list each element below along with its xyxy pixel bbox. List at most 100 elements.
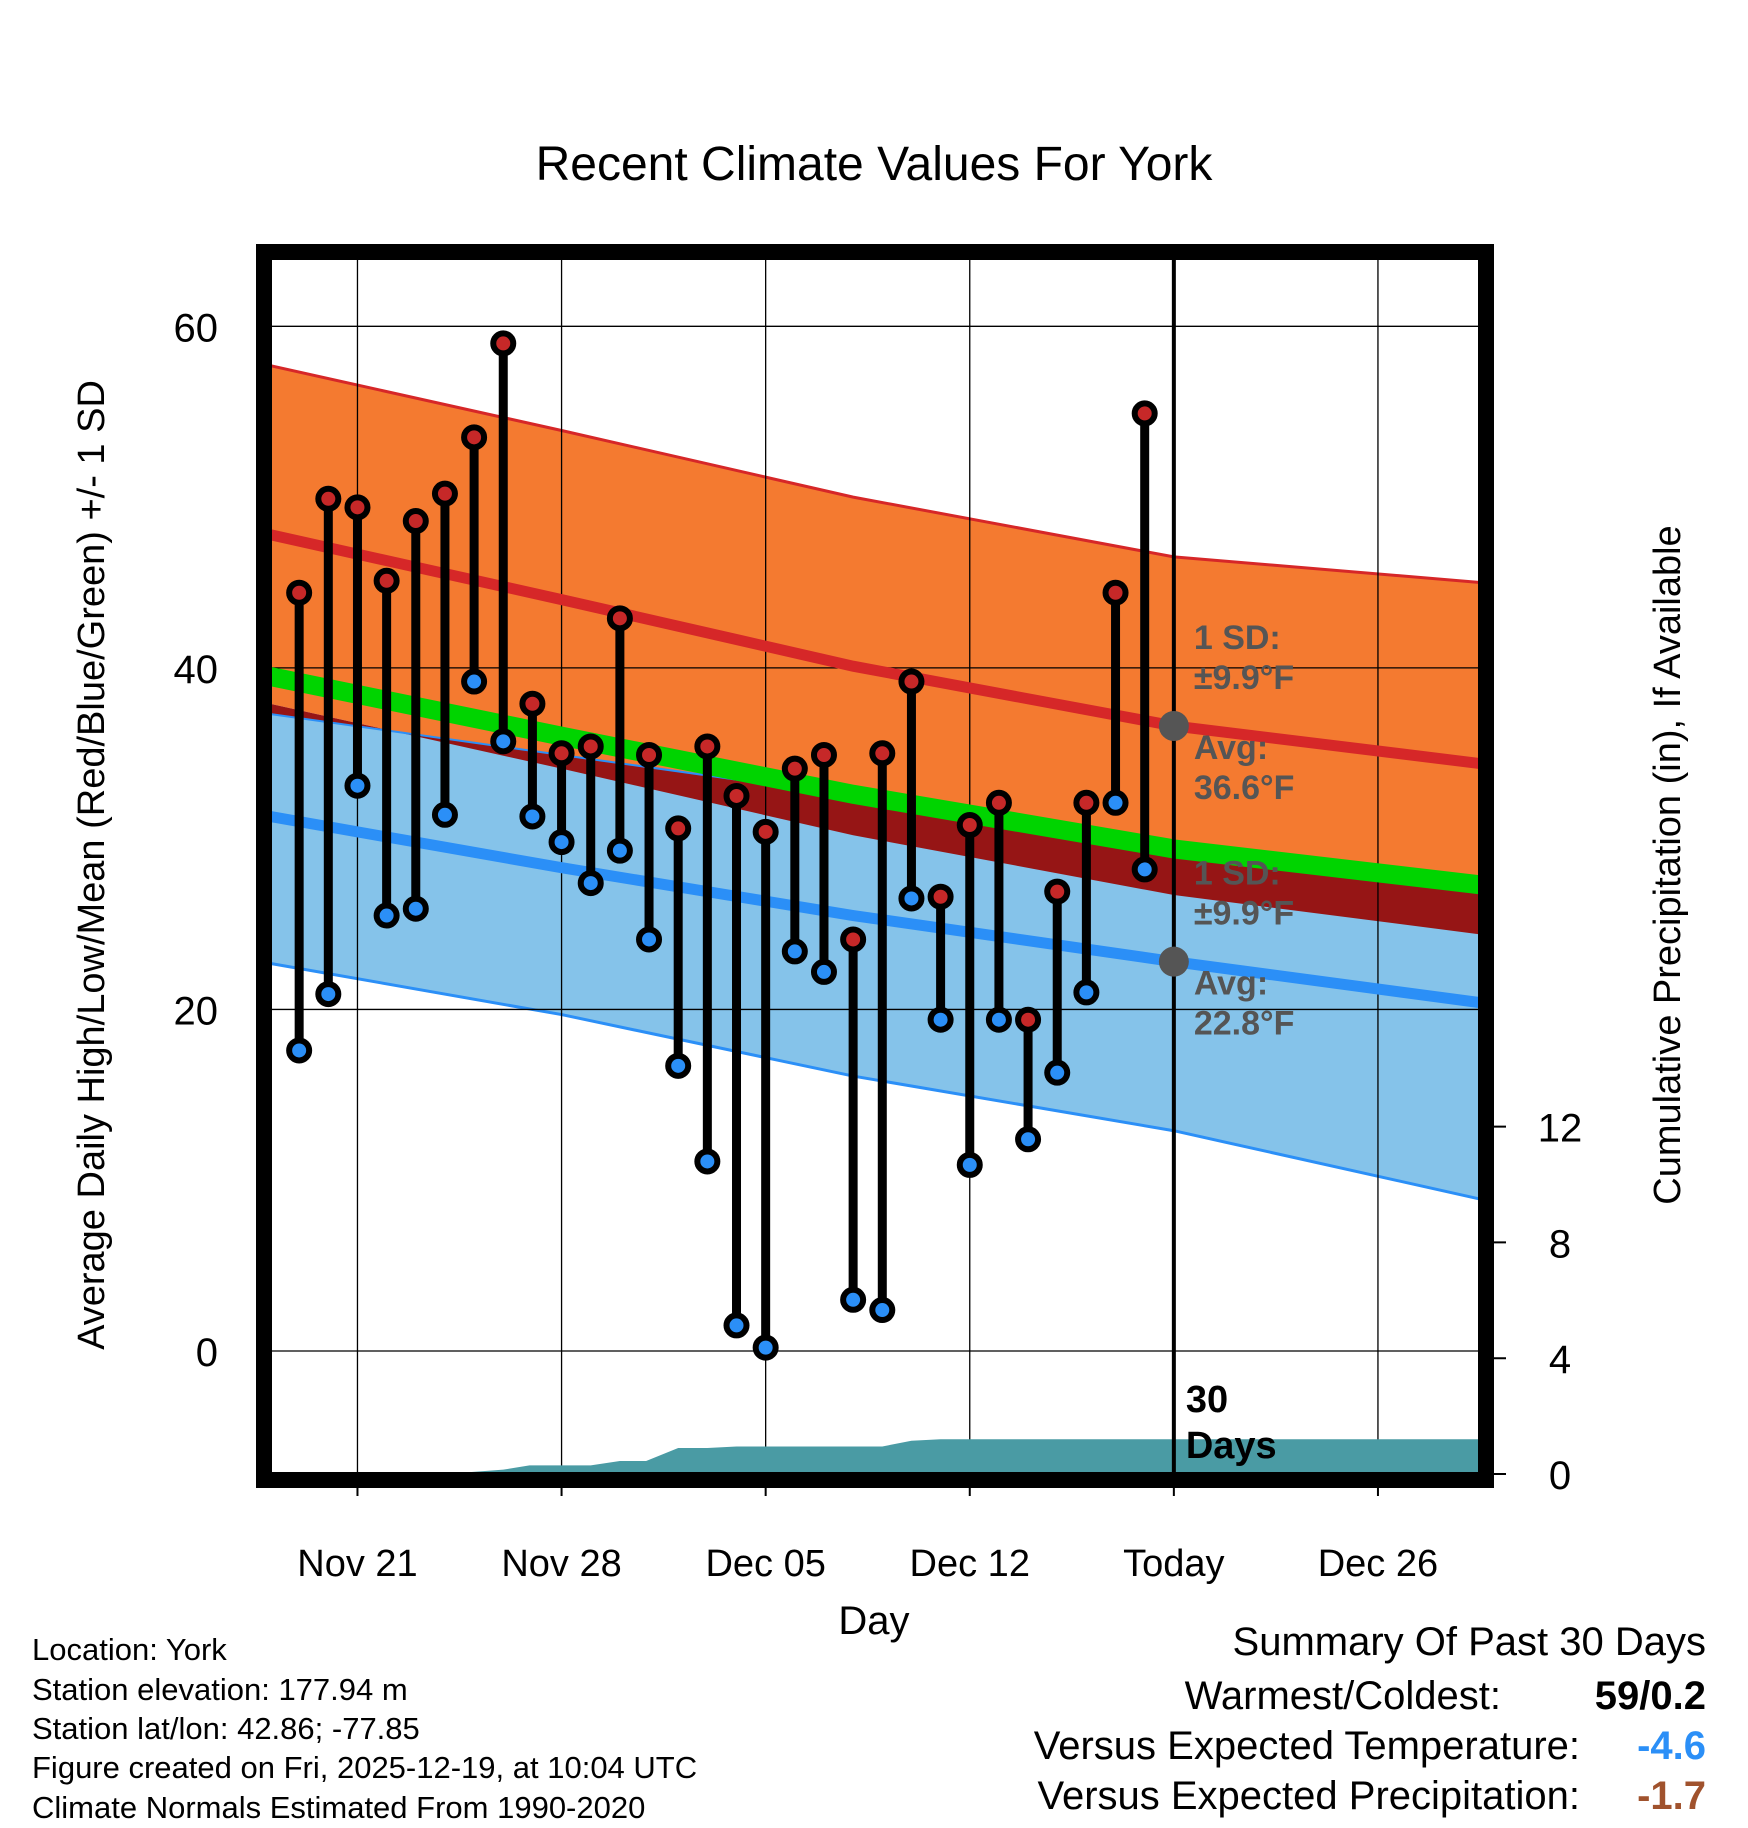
annotation-text: ±9.9°F [1194,895,1294,933]
high-marker [461,424,488,451]
low-average-line [269,811,1481,1009]
summary-precip-row: Versus Expected Precipitation: -1.7 [1037,1774,1706,1819]
y-right-tick-label: 4 [1549,1338,1571,1382]
summary-title: Summary Of Past 30 Days [1232,1620,1706,1664]
high-marker [694,733,721,760]
low-marker [665,1052,692,1079]
high-marker [869,740,896,767]
average-dot [1158,710,1189,741]
summary-precip-label: Versus Expected Precipitation: [1037,1774,1580,1818]
high-marker [402,508,429,535]
high-marker [956,812,983,839]
low-marker [606,837,633,864]
summary-temp-row: Versus Expected Temperature: -4.6 [1034,1724,1706,1769]
annotation-text: Avg: [1194,965,1268,1003]
high-marker [431,480,458,507]
summary-temp-label: Versus Expected Temperature: [1033,1724,1580,1768]
low-marker [577,870,604,897]
overlap-band [270,703,1480,935]
low-marker [1044,1059,1071,1086]
low-marker [519,803,546,830]
high-marker [519,690,546,717]
annotation-text: Avg: [1194,729,1268,767]
low-marker [869,1297,896,1324]
summary-warmest-row: Warmest/Coldest: 59/0.2 [1185,1674,1706,1719]
annotation-text: 22.8°F [1194,1005,1295,1043]
y-right-tick-label: 0 [1549,1454,1571,1498]
high-marker [810,741,837,768]
low-marker [927,1006,954,1033]
high-marker [490,330,517,357]
high-marker [286,579,313,606]
latlon-text: Station lat/lon: 42.86; -77.85 [32,1711,420,1746]
high-marker [781,755,808,782]
low-marker [636,926,663,953]
created-text: Figure created on Fri, 2025-12-19, at 10… [32,1750,698,1785]
window-label-line: Days [1186,1425,1277,1467]
low-marker [402,895,429,922]
low-marker [985,1006,1012,1033]
high-marker [1131,400,1158,427]
elevation-text: Station elevation: 177.94 m [32,1672,408,1707]
high-average-line [268,529,1481,769]
annotation-text: 1 SD: [1194,619,1281,657]
low-marker [694,1148,721,1175]
high-marker [752,818,779,845]
precip-area [270,1439,1480,1474]
high-marker [927,883,954,910]
high-sd-band [270,365,1480,935]
high-marker [898,668,925,695]
high-marker [985,789,1012,816]
summary-warmest-label: Warmest/Coldest: [1184,1674,1501,1718]
location-text: Location: York [32,1632,227,1667]
high-marker [1044,878,1071,905]
low-marker [781,938,808,965]
low-marker [1073,979,1100,1006]
high-marker [373,567,400,594]
average-dot [1158,946,1189,977]
low-marker [461,668,488,695]
low-marker [548,829,575,856]
high-marker [344,494,371,521]
low-marker [490,728,517,755]
mean-line [268,667,1482,895]
y-axis-label: Average Daily High/Low/Mean (Red/Blue/Gr… [71,380,113,1350]
low-marker [315,981,342,1008]
y-tick-label: 0 [196,1331,218,1375]
y-tick-label: 40 [174,648,219,692]
high-marker [636,741,663,768]
annotation-text: 36.6°F [1194,769,1295,807]
low-marker [723,1312,750,1339]
annotation-text: ±9.9°F [1194,659,1294,697]
low-marker [810,958,837,985]
low-marker [840,1286,867,1313]
low-marker [344,772,371,799]
chart-title: Recent Climate Values For York [536,138,1214,191]
y-tick-label: 20 [174,989,219,1033]
x-tick-label: Dec 05 [705,1543,825,1585]
high-upper-line [269,364,1481,584]
high-marker [606,605,633,632]
high-marker [577,733,604,760]
summary-temp-value: -4.6 [1637,1724,1706,1768]
summary-precip-value: -1.7 [1637,1774,1706,1818]
high-marker [1015,1006,1042,1033]
high-marker [1073,789,1100,816]
high-marker [1102,579,1129,606]
window-label-line: 30 [1186,1379,1228,1421]
x-tick-label: Dec 12 [910,1543,1030,1585]
low-marker [1102,789,1129,816]
high-marker [665,815,692,842]
y-tick-label: 60 [174,306,219,350]
high-marker [315,485,342,512]
low-marker [898,885,925,912]
y-axis-right-label: Cumulative Precipitation (in), If Availa… [1647,525,1689,1204]
low-marker [1015,1126,1042,1153]
normals-text: Climate Normals Estimated From 1990-2020 [32,1790,646,1825]
x-axis-label: Day [838,1599,909,1643]
high-marker [723,782,750,809]
low-marker [752,1334,779,1361]
x-tick-label: Nov 21 [297,1543,417,1585]
x-tick-label: Dec 26 [1318,1543,1438,1585]
